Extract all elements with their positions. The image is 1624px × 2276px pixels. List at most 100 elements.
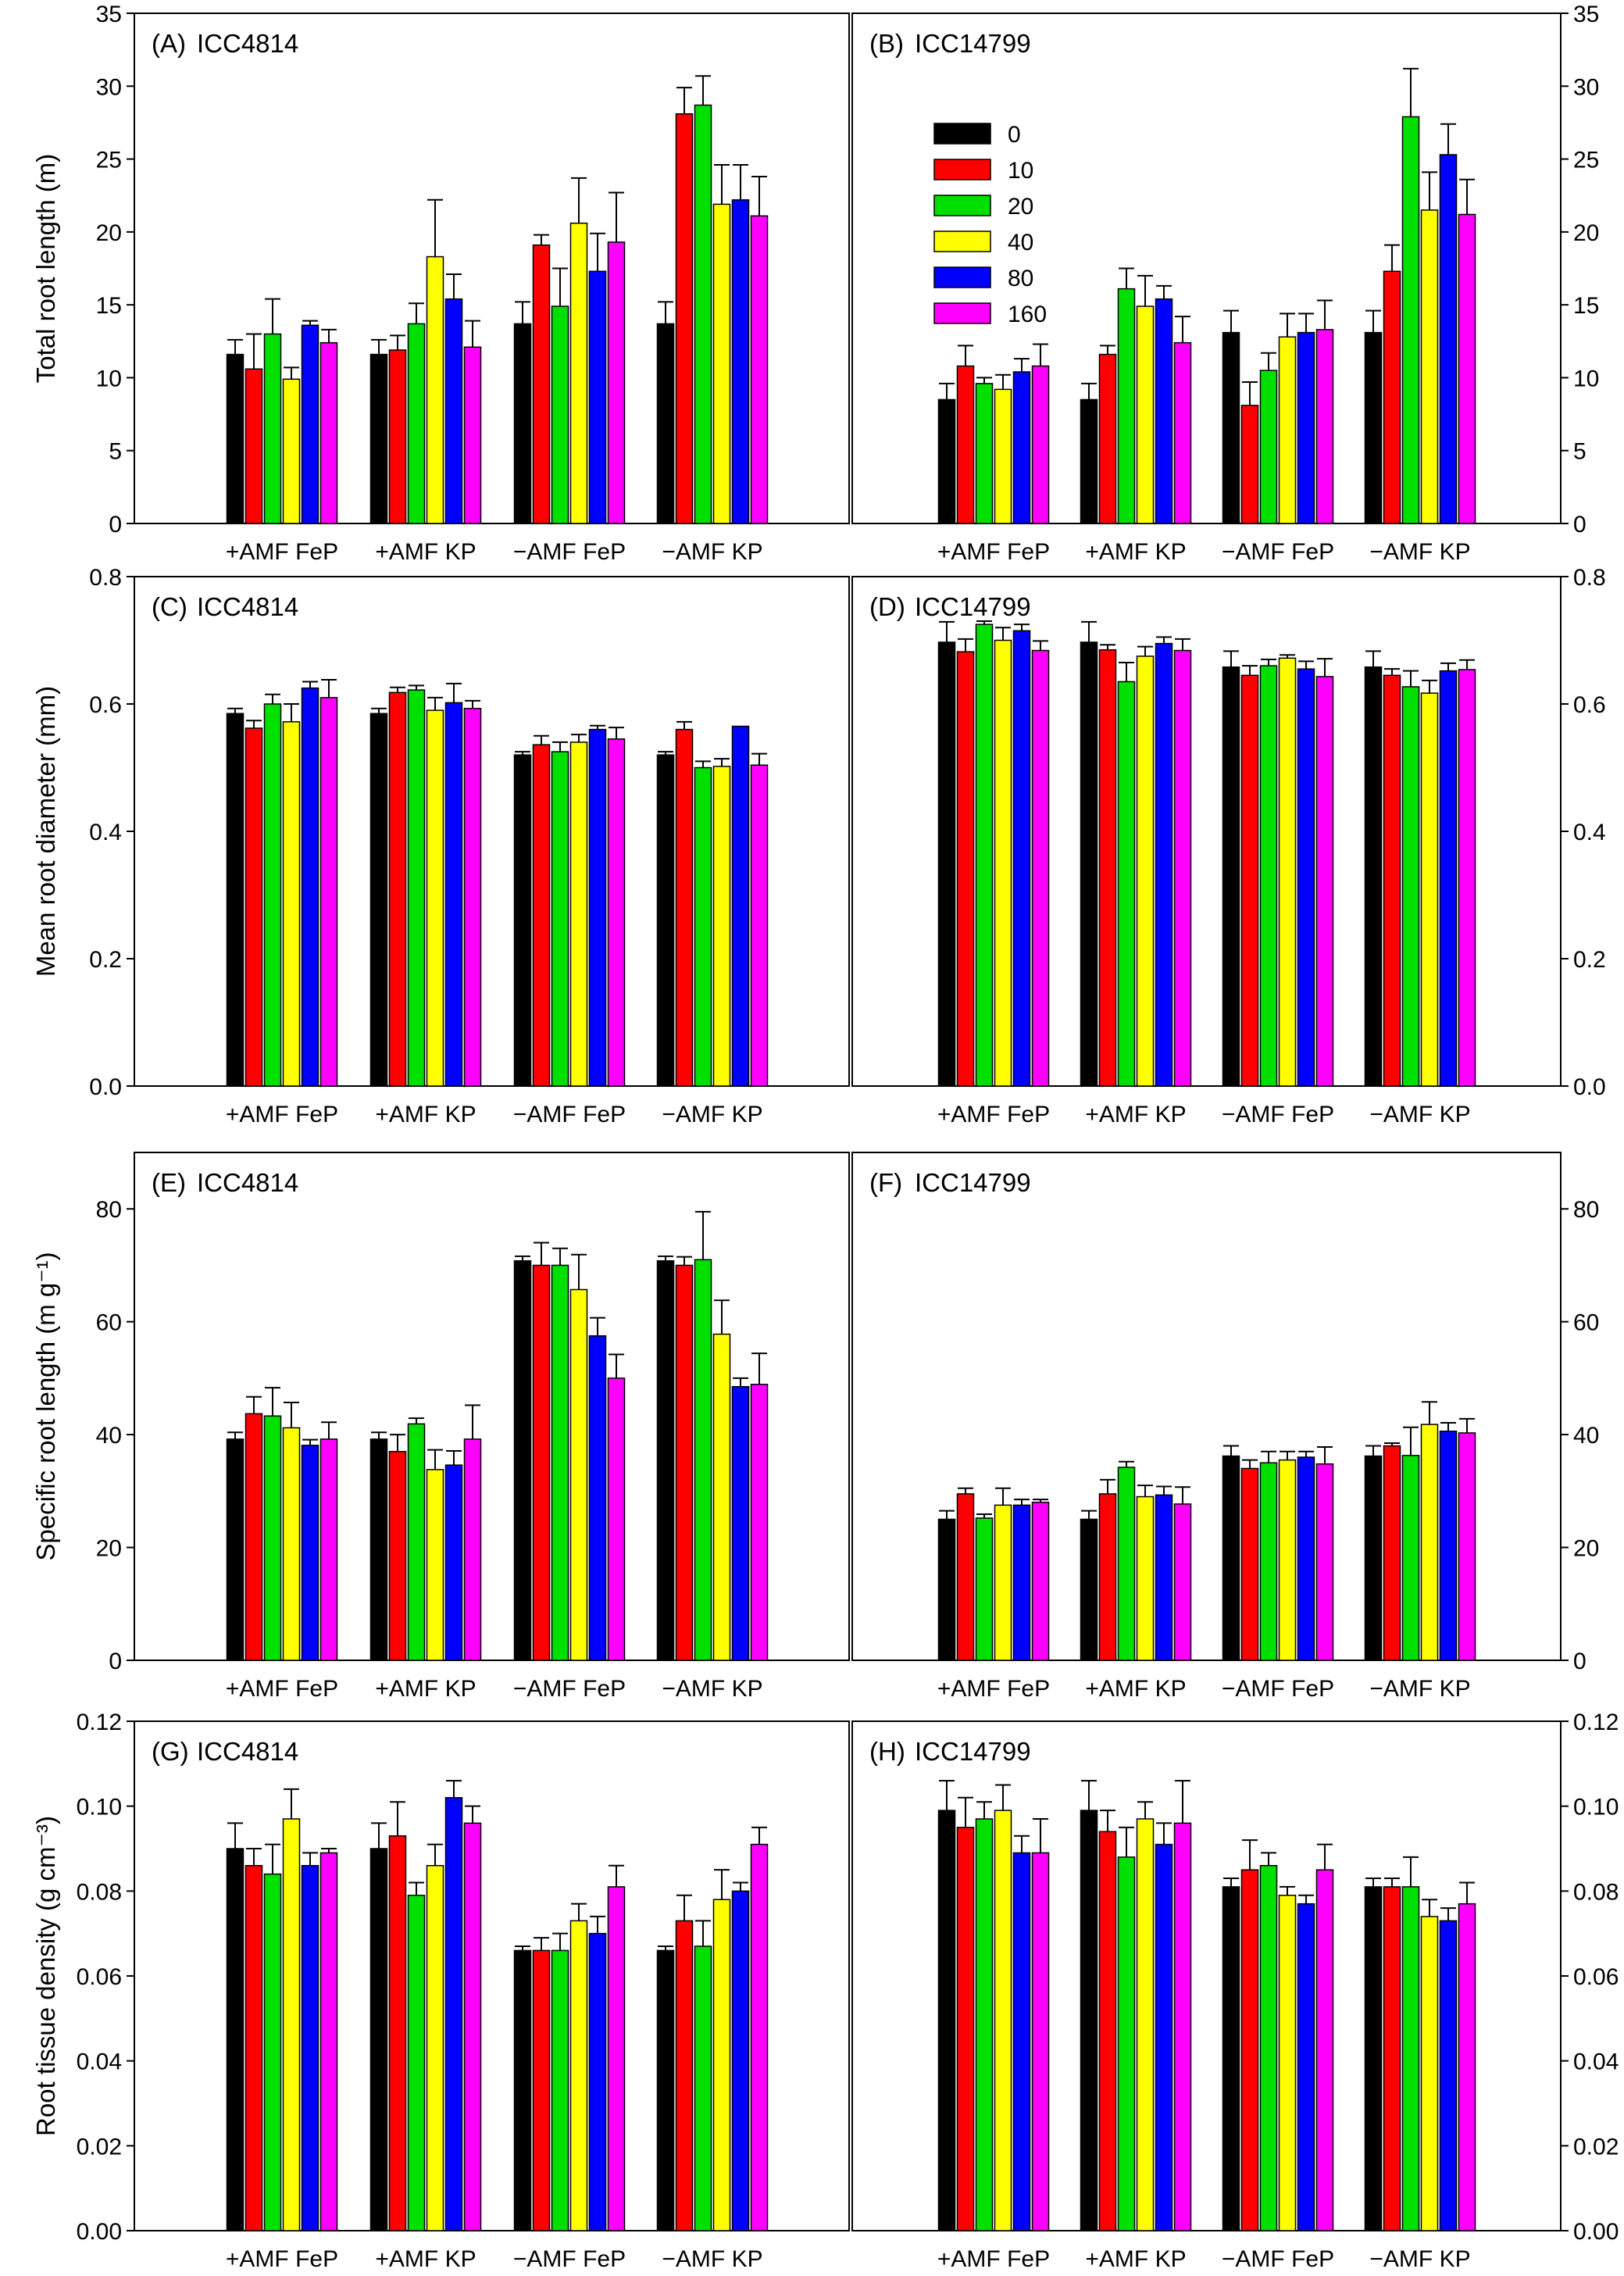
bar-10-0 <box>244 1413 263 1661</box>
x-category-label: −AMF KP <box>662 1102 762 1127</box>
bar-40-0 <box>994 1810 1012 2231</box>
legend-label: 20 <box>1008 194 1033 220</box>
bar-80-2 <box>1297 331 1315 524</box>
x-category-label: −AMF KP <box>1369 1102 1470 1127</box>
bar-80-0 <box>1012 1504 1031 1661</box>
bar-160-2 <box>1315 329 1334 524</box>
bar-20-2 <box>551 1264 569 1661</box>
bar-40-3 <box>1420 1424 1439 1661</box>
bar-80-3 <box>1439 154 1458 524</box>
y-tick-label: 0.00 <box>77 2219 122 2245</box>
y-tick-label: 0.12 <box>1573 1710 1619 1735</box>
bar-160-1 <box>463 346 482 524</box>
bar-20-0 <box>975 1818 994 2231</box>
legend-swatch-80 <box>933 266 991 288</box>
bar-80-1 <box>1155 642 1173 1087</box>
x-category-label: +AMF KP <box>375 539 476 565</box>
bar-40-3 <box>712 1333 731 1661</box>
y-tick-label: 0.06 <box>1573 1964 1619 1990</box>
y-tick-label: 0.12 <box>77 1710 122 1735</box>
bar-160-1 <box>1173 341 1192 524</box>
legend-label: 160 <box>1008 302 1047 327</box>
y-tick-label: 0.0 <box>1573 1074 1606 1100</box>
panel-label: (E) <box>152 1168 186 1197</box>
bar-0-2 <box>1222 666 1240 1087</box>
bar-0-1 <box>1080 398 1098 524</box>
bar-80-0 <box>1012 630 1031 1087</box>
y-tick-label: 0.06 <box>77 1964 122 1990</box>
bar-10-0 <box>956 1827 975 2231</box>
bar-20-0 <box>263 1415 282 1661</box>
bar-0-1 <box>369 1848 388 2231</box>
y-tick-label: 0.08 <box>77 1879 122 1905</box>
x-category-label: +AMF FeP <box>937 539 1050 565</box>
bar-80-3 <box>731 1890 750 2231</box>
bar-20-0 <box>975 383 994 524</box>
bar-160-2 <box>607 738 626 1087</box>
bar-40-0 <box>282 1818 301 2231</box>
panel-label: (G) <box>152 1737 189 1766</box>
genotype-label: ICC14799 <box>915 29 1031 58</box>
bar-0-1 <box>369 353 388 524</box>
panel-label: (F) <box>869 1168 902 1197</box>
bar-160-3 <box>750 1843 769 2231</box>
bar-40-2 <box>569 1288 588 1661</box>
bar-160-0 <box>1031 1852 1050 2231</box>
chart-panel-a: 0 5 10 15 20 25 30 35 +AMF FeP +AMF KP −AMF FeP −AM… <box>96 2 850 565</box>
bar-0-3 <box>1364 331 1383 524</box>
bar-40-2 <box>569 1920 588 2231</box>
bar-0-0 <box>937 1810 956 2231</box>
bar-20-3 <box>694 1259 712 1661</box>
bar-10-1 <box>388 1835 407 2231</box>
bar-0-2 <box>513 1259 532 1661</box>
chart-panel-c: 0.0 0.2 0.4 0.6 0.8 +AMF FeP +AMF KP −AMF FeP −A… <box>89 565 850 1127</box>
bar-40-1 <box>426 1469 444 1661</box>
panel-label: (D) <box>869 592 905 621</box>
bar-40-1 <box>1136 305 1155 524</box>
y-tick-label: 0.10 <box>77 1795 122 1820</box>
bar-10-2 <box>1240 405 1259 524</box>
legend-label: 80 <box>1008 266 1033 291</box>
bar-160-0 <box>1031 365 1050 524</box>
bar-20-1 <box>1117 1856 1136 2231</box>
legend-swatch-20 <box>933 195 991 216</box>
bar-40-2 <box>1278 1895 1297 2231</box>
chart-panel-e: 0 20 40 60 80 +AMF FeP +AMF KP −AMF FeP −AMF KP (… <box>96 1152 850 1702</box>
bar-160-1 <box>463 1438 482 1661</box>
bar-10-3 <box>1383 1445 1401 1661</box>
y-tick-label: 5 <box>1573 439 1587 465</box>
bar-10-1 <box>388 1451 407 1661</box>
y-tick-label: 0 <box>109 512 122 538</box>
bar-80-2 <box>1297 668 1315 1087</box>
bar-80-1 <box>1155 1494 1173 1661</box>
bar-80-0 <box>1012 371 1031 524</box>
bar-20-3 <box>1401 1455 1420 1661</box>
bar-80-3 <box>1439 1431 1458 1661</box>
y-tick-label: 0.0 <box>89 1074 122 1100</box>
bar-0-1 <box>1080 1518 1098 1661</box>
x-category-label: +AMF FeP <box>937 1102 1050 1127</box>
bar-40-0 <box>994 388 1012 524</box>
plot-frame <box>851 13 1562 524</box>
y-tick-label: 25 <box>96 148 122 173</box>
bar-40-1 <box>426 255 444 524</box>
bar-80-2 <box>588 728 607 1087</box>
bar-40-3 <box>1420 209 1439 524</box>
bar-10-2 <box>532 1264 551 1661</box>
y-tick-label: 0 <box>1573 1649 1587 1674</box>
bar-0-2 <box>513 1949 532 2231</box>
bar-160-3 <box>1458 1903 1476 2231</box>
plot-frame <box>851 1152 1562 1661</box>
y-tick-label: 20 <box>96 1536 122 1562</box>
bar-10-2 <box>532 1949 551 2231</box>
chart-panel-d: 0.0 0.2 0.4 0.6 0.8 +AMF FeP +AMF KP −AMF FeP −A… <box>851 565 1606 1127</box>
bar-80-1 <box>444 1464 463 1661</box>
bar-80-0 <box>301 687 319 1087</box>
bar-20-0 <box>975 1517 994 1661</box>
y-tick-label: 0.2 <box>1573 947 1606 973</box>
y-tick-label: 0.4 <box>1573 820 1606 845</box>
bar-80-1 <box>444 702 463 1087</box>
bar-20-1 <box>1117 1467 1136 1661</box>
y-tick-label: 30 <box>96 74 122 100</box>
bar-0-1 <box>369 713 388 1087</box>
